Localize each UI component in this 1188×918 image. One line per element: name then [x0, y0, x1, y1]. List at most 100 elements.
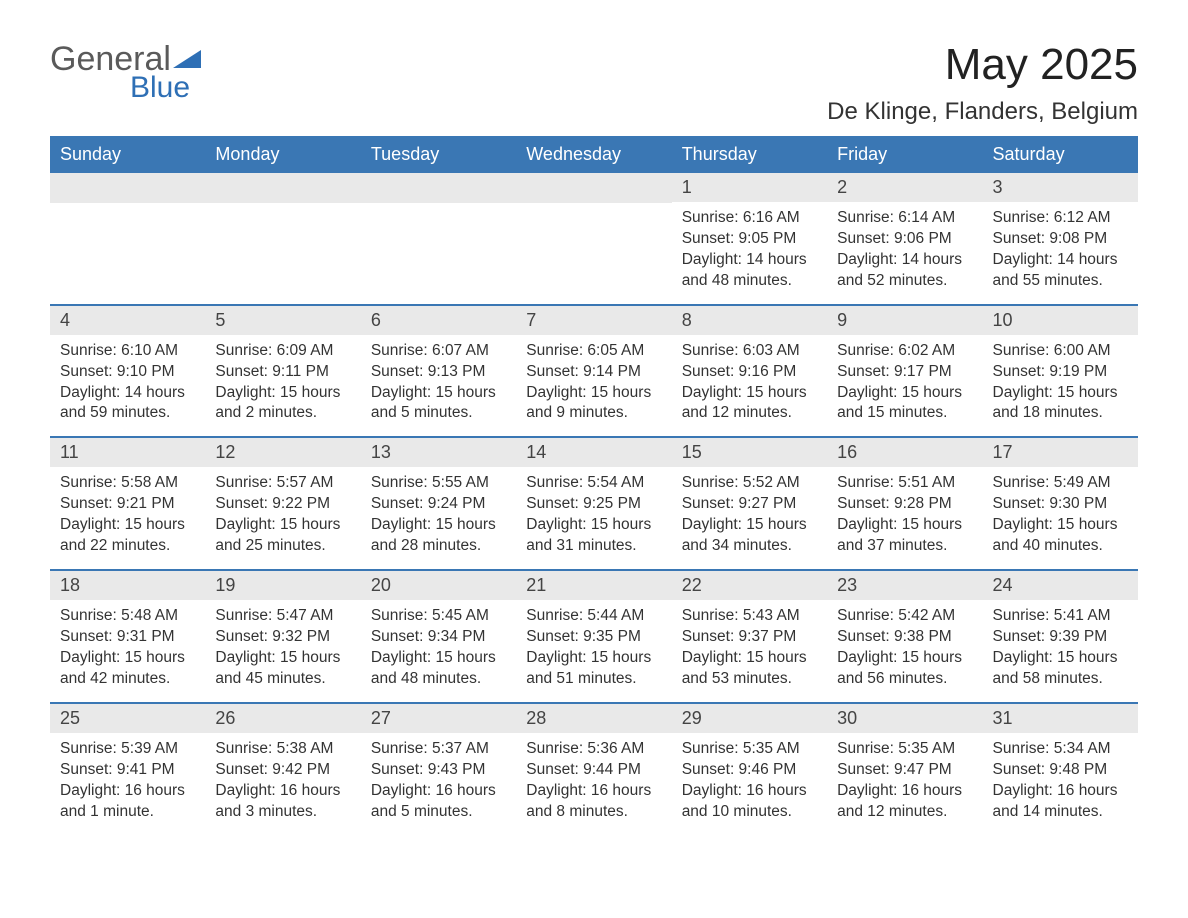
day-cell [50, 173, 205, 304]
sunset-line: Sunset: 9:24 PM [371, 494, 506, 515]
sunset-line: Sunset: 9:47 PM [837, 760, 972, 781]
day-body: Sunrise: 5:47 AMSunset: 9:32 PMDaylight:… [205, 600, 360, 690]
sunset-line: Sunset: 9:19 PM [993, 362, 1128, 383]
sunrise-line: Sunrise: 5:54 AM [526, 473, 661, 494]
daylight-line: Daylight: 14 hours and 55 minutes. [993, 250, 1128, 292]
day-body: Sunrise: 6:07 AMSunset: 9:13 PMDaylight:… [361, 335, 516, 425]
daylight-line: Daylight: 15 hours and 40 minutes. [993, 515, 1128, 557]
sunset-line: Sunset: 9:44 PM [526, 760, 661, 781]
day-cell: 24Sunrise: 5:41 AMSunset: 9:39 PMDayligh… [983, 569, 1138, 702]
day-cell: 2Sunrise: 6:14 AMSunset: 9:06 PMDaylight… [827, 173, 982, 304]
sunset-line: Sunset: 9:13 PM [371, 362, 506, 383]
day-body: Sunrise: 5:48 AMSunset: 9:31 PMDaylight:… [50, 600, 205, 690]
sunrise-line: Sunrise: 5:49 AM [993, 473, 1128, 494]
sunset-line: Sunset: 9:22 PM [215, 494, 350, 515]
day-number: 31 [983, 702, 1138, 733]
col-header-saturday: Saturday [983, 136, 1138, 173]
daylight-line: Daylight: 16 hours and 14 minutes. [993, 781, 1128, 823]
day-cell: 20Sunrise: 5:45 AMSunset: 9:34 PMDayligh… [361, 569, 516, 702]
day-number: 16 [827, 436, 982, 467]
day-number: 26 [205, 702, 360, 733]
week-row: 1Sunrise: 6:16 AMSunset: 9:05 PMDaylight… [50, 173, 1138, 304]
daylight-line: Daylight: 15 hours and 42 minutes. [60, 648, 195, 690]
col-header-sunday: Sunday [50, 136, 205, 173]
daylight-line: Daylight: 15 hours and 48 minutes. [371, 648, 506, 690]
sunrise-line: Sunrise: 6:16 AM [682, 208, 817, 229]
day-cell [361, 173, 516, 304]
day-body: Sunrise: 5:36 AMSunset: 9:44 PMDaylight:… [516, 733, 671, 823]
day-cell: 13Sunrise: 5:55 AMSunset: 9:24 PMDayligh… [361, 436, 516, 569]
sunset-line: Sunset: 9:16 PM [682, 362, 817, 383]
week-row: 4Sunrise: 6:10 AMSunset: 9:10 PMDaylight… [50, 304, 1138, 437]
day-cell: 15Sunrise: 5:52 AMSunset: 9:27 PMDayligh… [672, 436, 827, 569]
sunset-line: Sunset: 9:14 PM [526, 362, 661, 383]
day-cell: 1Sunrise: 6:16 AMSunset: 9:05 PMDaylight… [672, 173, 827, 304]
day-number: 15 [672, 436, 827, 467]
daylight-line: Daylight: 15 hours and 45 minutes. [215, 648, 350, 690]
daylight-line: Daylight: 14 hours and 48 minutes. [682, 250, 817, 292]
day-cell: 30Sunrise: 5:35 AMSunset: 9:47 PMDayligh… [827, 702, 982, 835]
day-cell: 18Sunrise: 5:48 AMSunset: 9:31 PMDayligh… [50, 569, 205, 702]
day-number: 29 [672, 702, 827, 733]
daylight-line: Daylight: 15 hours and 25 minutes. [215, 515, 350, 557]
sunrise-line: Sunrise: 5:58 AM [60, 473, 195, 494]
daylight-line: Daylight: 15 hours and 51 minutes. [526, 648, 661, 690]
day-cell: 8Sunrise: 6:03 AMSunset: 9:16 PMDaylight… [672, 304, 827, 437]
day-number: 14 [516, 436, 671, 467]
daylight-line: Daylight: 15 hours and 28 minutes. [371, 515, 506, 557]
day-body: Sunrise: 6:10 AMSunset: 9:10 PMDaylight:… [50, 335, 205, 425]
daylight-line: Daylight: 15 hours and 5 minutes. [371, 383, 506, 425]
sunrise-line: Sunrise: 6:10 AM [60, 341, 195, 362]
sunset-line: Sunset: 9:08 PM [993, 229, 1128, 250]
sunset-line: Sunset: 9:46 PM [682, 760, 817, 781]
day-body: Sunrise: 5:42 AMSunset: 9:38 PMDaylight:… [827, 600, 982, 690]
sunrise-line: Sunrise: 6:14 AM [837, 208, 972, 229]
sunrise-line: Sunrise: 5:41 AM [993, 606, 1128, 627]
daylight-line: Daylight: 15 hours and 58 minutes. [993, 648, 1128, 690]
sunset-line: Sunset: 9:42 PM [215, 760, 350, 781]
sunrise-line: Sunrise: 6:09 AM [215, 341, 350, 362]
daylight-line: Daylight: 15 hours and 31 minutes. [526, 515, 661, 557]
daylight-line: Daylight: 16 hours and 10 minutes. [682, 781, 817, 823]
day-cell: 12Sunrise: 5:57 AMSunset: 9:22 PMDayligh… [205, 436, 360, 569]
day-number: 20 [361, 569, 516, 600]
daylight-line: Daylight: 15 hours and 9 minutes. [526, 383, 661, 425]
sunset-line: Sunset: 9:27 PM [682, 494, 817, 515]
day-body: Sunrise: 6:05 AMSunset: 9:14 PMDaylight:… [516, 335, 671, 425]
sunrise-line: Sunrise: 5:37 AM [371, 739, 506, 760]
day-body: Sunrise: 6:00 AMSunset: 9:19 PMDaylight:… [983, 335, 1138, 425]
col-header-thursday: Thursday [672, 136, 827, 173]
day-body: Sunrise: 6:09 AMSunset: 9:11 PMDaylight:… [205, 335, 360, 425]
sunrise-line: Sunrise: 6:03 AM [682, 341, 817, 362]
day-body: Sunrise: 6:16 AMSunset: 9:05 PMDaylight:… [672, 202, 827, 292]
day-cell: 21Sunrise: 5:44 AMSunset: 9:35 PMDayligh… [516, 569, 671, 702]
sunrise-line: Sunrise: 5:35 AM [837, 739, 972, 760]
day-cell [205, 173, 360, 304]
month-title: May 2025 [827, 40, 1138, 90]
day-number: 17 [983, 436, 1138, 467]
day-body: Sunrise: 5:58 AMSunset: 9:21 PMDaylight:… [50, 467, 205, 557]
day-cell: 3Sunrise: 6:12 AMSunset: 9:08 PMDaylight… [983, 173, 1138, 304]
day-number: 25 [50, 702, 205, 733]
sunrise-line: Sunrise: 5:38 AM [215, 739, 350, 760]
day-cell: 11Sunrise: 5:58 AMSunset: 9:21 PMDayligh… [50, 436, 205, 569]
daylight-line: Daylight: 16 hours and 12 minutes. [837, 781, 972, 823]
day-number: 10 [983, 304, 1138, 335]
sunset-line: Sunset: 9:32 PM [215, 627, 350, 648]
day-number: 19 [205, 569, 360, 600]
sunrise-line: Sunrise: 5:35 AM [682, 739, 817, 760]
sunset-line: Sunset: 9:39 PM [993, 627, 1128, 648]
day-number: 6 [361, 304, 516, 335]
day-cell: 27Sunrise: 5:37 AMSunset: 9:43 PMDayligh… [361, 702, 516, 835]
daylight-line: Daylight: 16 hours and 5 minutes. [371, 781, 506, 823]
daylight-line: Daylight: 15 hours and 53 minutes. [682, 648, 817, 690]
sunrise-line: Sunrise: 5:52 AM [682, 473, 817, 494]
sunrise-line: Sunrise: 5:44 AM [526, 606, 661, 627]
calendar-header-row: Sunday Monday Tuesday Wednesday Thursday… [50, 136, 1138, 173]
day-number: 13 [361, 436, 516, 467]
day-number: 5 [205, 304, 360, 335]
day-cell [516, 173, 671, 304]
day-number: 22 [672, 569, 827, 600]
day-number: 28 [516, 702, 671, 733]
day-body: Sunrise: 5:34 AMSunset: 9:48 PMDaylight:… [983, 733, 1138, 823]
